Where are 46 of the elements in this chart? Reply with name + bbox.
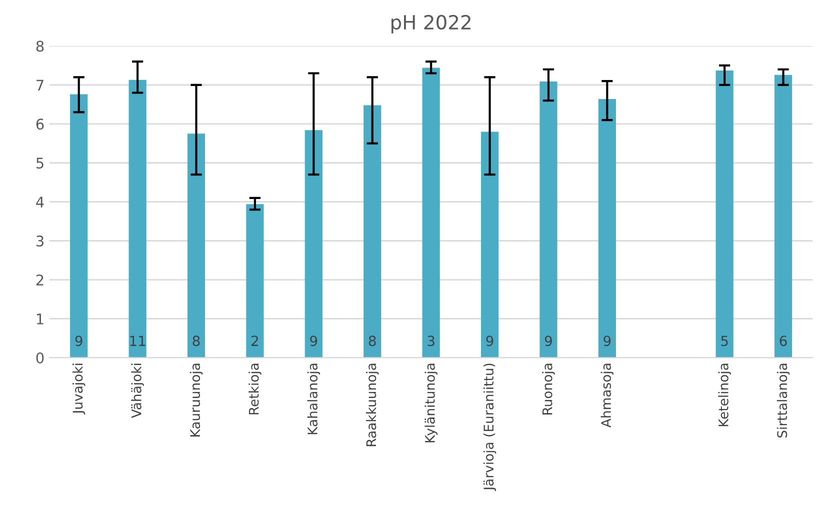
x-tick-label: Järvioja (Euraniittu)	[483, 364, 496, 492]
bar	[187, 134, 206, 358]
x-tick-label: Kylänitunoja	[424, 364, 438, 442]
y-tick-label: 8	[36, 40, 44, 52]
y-tick-label: 1	[36, 314, 44, 324]
y-tick-label: 4	[36, 196, 44, 208]
annotation: 3	[428, 336, 434, 346]
y-tick-label: 7	[36, 80, 44, 90]
annotation: 9	[310, 336, 318, 346]
bar	[774, 74, 792, 358]
x-tick-label: Kauruunoja	[190, 364, 203, 436]
annotation: 2	[252, 336, 258, 346]
bar	[598, 98, 616, 358]
x-tick-label: Kahalanoja	[307, 364, 320, 434]
y-tick-label: 3	[36, 236, 44, 247]
annotation: 9	[75, 336, 82, 346]
x-tick-label: Ketelinoja	[718, 364, 731, 426]
bar	[304, 130, 322, 358]
annotation: 6	[780, 336, 787, 346]
annotation: 11	[130, 336, 146, 346]
x-tick-label: Retkioja	[248, 364, 262, 414]
bar	[540, 81, 558, 358]
bar	[480, 132, 499, 358]
x-tick-label: Juvajoki	[72, 364, 86, 414]
bar	[128, 80, 146, 358]
y-tick-label: 0	[36, 352, 44, 364]
bar	[716, 70, 734, 358]
y-tick-label: 2	[36, 274, 44, 286]
bar	[364, 105, 382, 358]
annotation: 8	[368, 336, 376, 346]
x-tick-label: Ahmasoja	[600, 364, 614, 428]
bar	[70, 94, 88, 358]
annotation: 8	[192, 336, 200, 346]
x-tick-label: Ruonoja	[542, 364, 555, 414]
x-tick-label: Sirttalanoja	[776, 364, 790, 438]
x-tick-label: Vähäjoki	[131, 364, 144, 418]
x-tick-label: Raakkuunoja	[366, 364, 379, 446]
y-tick-label: 5	[36, 158, 44, 169]
bar	[246, 204, 264, 358]
bar	[422, 68, 440, 358]
annotation: 9	[544, 336, 552, 346]
annotation: 9	[486, 336, 494, 346]
chart-title: pH 2022	[392, 14, 470, 34]
y-tick-label: 6	[36, 118, 44, 130]
annotation: 9	[604, 336, 611, 346]
annotation: 5	[721, 336, 728, 346]
